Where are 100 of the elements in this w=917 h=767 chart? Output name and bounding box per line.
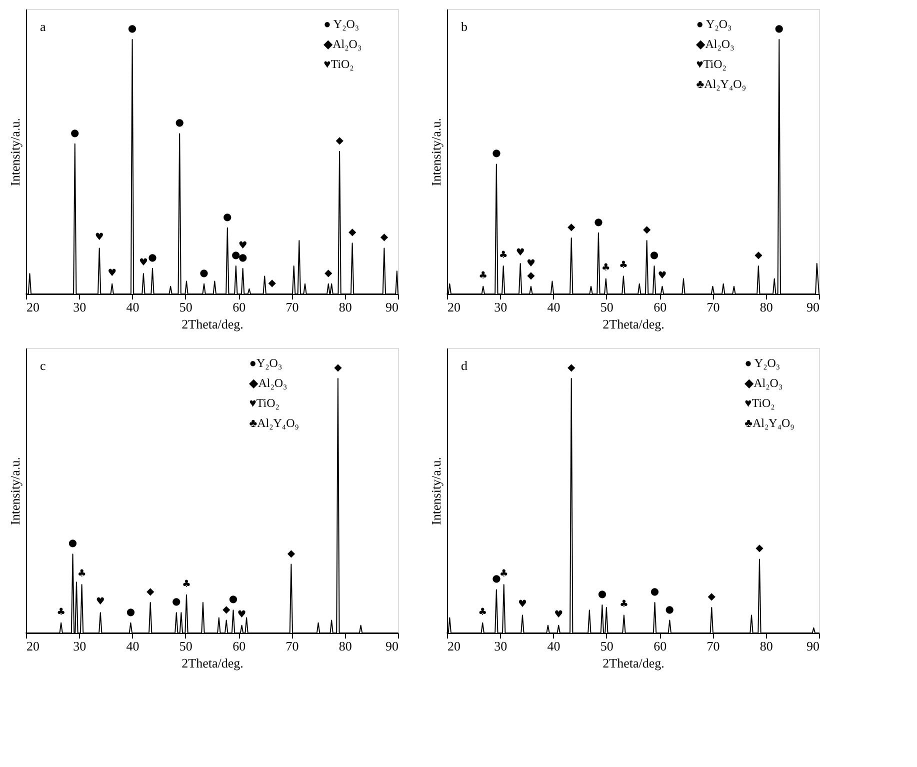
annotation: ●	[665, 604, 674, 616]
text: d	[461, 358, 468, 373]
annotation: ♣Al₂Y₄O₉	[696, 77, 746, 91]
y-axis-title: Intensity/a.u.	[428, 118, 444, 186]
x-tick-label: 90	[386, 638, 398, 654]
annotation: ♣	[478, 270, 488, 282]
annotation: ◆	[756, 543, 764, 554]
x-tick-label: 20	[448, 300, 460, 314]
x-tick-label: 60	[232, 300, 246, 314]
annotation: ♥	[96, 596, 105, 608]
x-tick-label: 90	[806, 300, 820, 314]
annotation: ◆	[268, 278, 276, 289]
annotation: ◆	[334, 362, 342, 374]
text: c	[40, 358, 46, 373]
annotation: ●	[492, 574, 502, 585]
annotation: ♥TiO₂	[744, 396, 775, 410]
annotation: ◆	[568, 362, 576, 374]
x-tick-label: 50	[179, 638, 192, 654]
text: ● Y₂O₃	[324, 17, 360, 31]
annotation: ♥	[518, 599, 527, 610]
text: ● Y₂O₃	[696, 17, 732, 31]
annotation: ◆	[380, 232, 388, 244]
annotation: ♥	[554, 609, 564, 620]
x-tick-label: 50	[600, 300, 614, 314]
x-tick-label: 40	[126, 638, 140, 654]
annotation: ♣Al₂Y₄O₉	[249, 416, 299, 430]
annotation: ●	[200, 268, 209, 279]
annotation: ♣	[499, 568, 508, 580]
x-tick-label: 50	[179, 300, 192, 314]
annotation: ♥TiO₂	[696, 57, 726, 71]
x-tick-label: 70	[286, 300, 299, 314]
annotation: ●	[598, 589, 607, 600]
annotation: ♣	[619, 599, 628, 610]
annotation: ●	[148, 252, 158, 264]
annotation: ◆Al₂O₃	[696, 37, 734, 51]
annotation: ♣Al₂Y₄O₉	[744, 416, 794, 430]
annotation: ●	[492, 148, 502, 160]
y-axis-title: Intensity/a.u.	[428, 457, 444, 525]
annotation: ●	[594, 216, 604, 228]
annotation: ●	[68, 538, 78, 550]
annotation: ◆	[336, 136, 344, 146]
annotation: ●	[650, 250, 659, 262]
annotation: ◆Al₂O₃	[744, 376, 783, 390]
annotation: ♥	[516, 247, 525, 258]
annotation: ♥	[108, 268, 117, 279]
annotation: ●	[126, 606, 136, 618]
annotation: ♥TiO₂	[249, 396, 280, 410]
annotation: ◆Al₂O₃	[324, 37, 362, 51]
annotation: ●	[172, 596, 182, 608]
x-tick-label: 40	[126, 300, 140, 314]
x-tick-label: 80	[338, 300, 352, 314]
x-axis-title: 2Theta/deg.	[602, 656, 664, 670]
annotation: ◆	[348, 227, 356, 238]
x-tick-label: 40	[547, 638, 560, 654]
annotation: ♥	[658, 270, 667, 282]
annotation: ♣	[601, 262, 610, 274]
x-tick-label: 40	[547, 300, 560, 314]
x-tick-label: 70	[706, 638, 720, 654]
x-tick-label: 60	[654, 300, 667, 314]
x-axis-title: 2Theta/deg.	[182, 656, 244, 670]
x-axis-title: 2Theta/deg.	[182, 316, 244, 332]
annotation: ◆	[146, 586, 155, 598]
x-tick-label: 50	[600, 638, 614, 654]
x-tick-label: 80	[338, 638, 352, 654]
x-tick-label: 30	[494, 638, 508, 654]
annotation: ♣	[56, 606, 66, 618]
x-tick-label: 20	[448, 638, 460, 654]
y-axis-title: Intensity/a.u.	[8, 118, 22, 186]
annotation: ♣	[77, 568, 86, 580]
annotation: ●	[70, 128, 80, 139]
annotation: ●	[774, 24, 784, 35]
annotation: ●	[228, 594, 238, 606]
text: ● Y₂O₃	[744, 356, 780, 370]
annotation: ◆Al₂O₃	[249, 376, 288, 390]
annotation: ♣	[182, 578, 191, 590]
annotation: ◆	[642, 224, 651, 236]
annotation: ♣	[618, 260, 628, 272]
annotation: ◆	[324, 268, 333, 279]
x-tick-label: 60	[232, 638, 246, 654]
annotation: ●	[238, 252, 248, 264]
text: a	[40, 19, 46, 34]
annotation: ◆	[568, 222, 576, 234]
annotation: ♥	[526, 258, 536, 270]
annotation: ●	[223, 212, 232, 223]
annotation: ♣	[478, 606, 488, 618]
annotation: ◆	[754, 250, 763, 262]
annotation: ●	[232, 250, 241, 262]
x-tick-label: 30	[494, 300, 508, 314]
annotation: ♥	[238, 240, 248, 252]
x-tick-label: 20	[26, 638, 40, 654]
annotation: ♥	[94, 232, 104, 244]
x-tick-label: 80	[760, 638, 773, 654]
annotation: ♥TiO₂	[324, 57, 354, 71]
text: b	[461, 19, 468, 34]
annotation: ◆	[287, 548, 296, 560]
x-tick-label: 20	[26, 300, 40, 314]
annotation: ●	[650, 586, 660, 598]
text: ●Y₂O₃	[249, 356, 282, 370]
annotation: ◆	[527, 270, 536, 282]
x-tick-label: 60	[654, 638, 667, 654]
